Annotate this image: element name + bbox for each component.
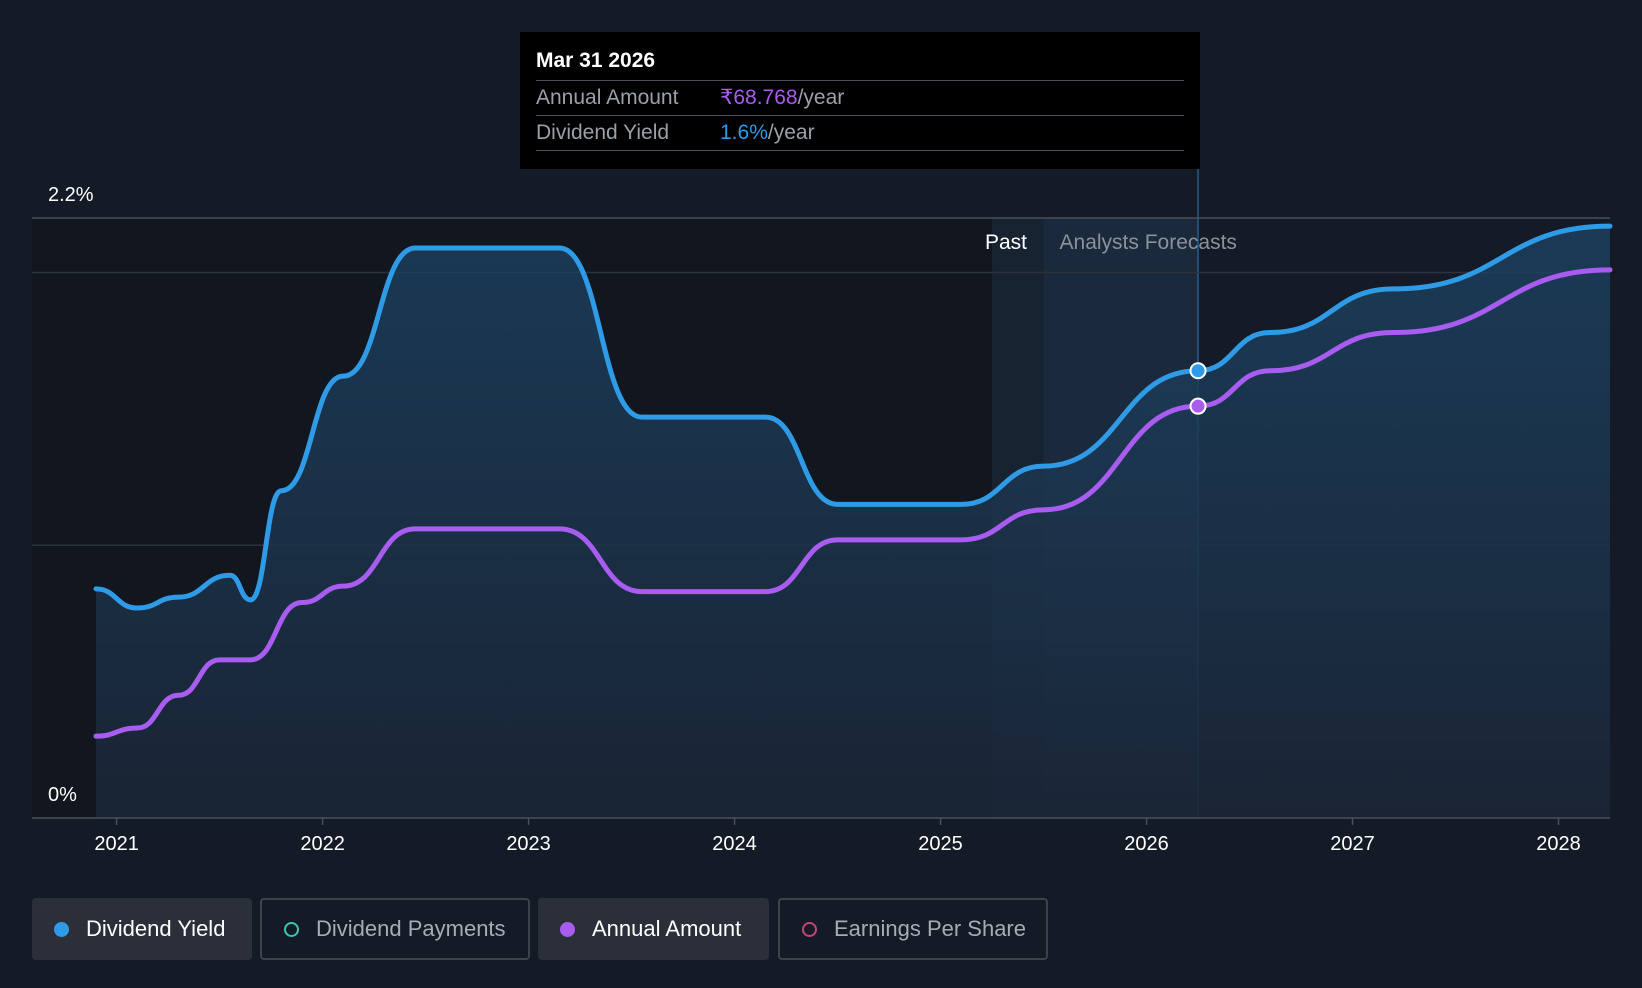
legend-earnings-per-share[interactable]: Earnings Per Share: [778, 898, 1048, 960]
past-label: Past: [985, 231, 1027, 254]
x-tick-label: 2028: [1536, 833, 1581, 855]
legend-annual-amount[interactable]: Annual Amount: [538, 898, 769, 960]
forecast-label: Analysts Forecasts: [1060, 231, 1237, 254]
tooltip-annual-unit: /year: [797, 86, 845, 109]
tooltip-yield-value: 1.6%: [720, 121, 768, 144]
chart-tooltip: Mar 31 2026 Annual Amount ₹68.768/year D…: [520, 32, 1200, 169]
annual-amount-marker: [1189, 397, 1207, 415]
legend-annual-amount-label: Annual Amount: [592, 916, 742, 941]
legend-annual-amount-dot: [560, 921, 575, 937]
tooltip-date: Mar 31 2026: [536, 49, 656, 72]
x-tick-label: 2024: [712, 833, 757, 855]
yield-area: [96, 226, 1610, 818]
legend-dividend-payments-label: Dividend Payments: [316, 916, 506, 941]
x-tick-label: 2025: [918, 833, 963, 855]
tooltip-yield-row: Dividend Yield 1.6%/year: [536, 115, 1184, 151]
legend-dividend-yield-label: Dividend Yield: [86, 916, 226, 941]
legend-dividend-yield[interactable]: Dividend Yield: [32, 898, 252, 960]
legend-dividend-payments[interactable]: Dividend Payments: [260, 898, 530, 960]
y-tick-label: 0%: [48, 784, 77, 806]
x-tick-label: 2023: [506, 833, 551, 855]
dividend-yield-marker: [1189, 362, 1207, 380]
tooltip-annual-label: Annual Amount: [536, 86, 679, 109]
x-tick-label: 2026: [1124, 833, 1169, 855]
legend-earnings-per-share-label: Earnings Per Share: [834, 916, 1026, 941]
x-tick-label: 2022: [300, 833, 345, 855]
legend-dividend-payments-dot: [284, 921, 299, 937]
tooltip-yield-label: Dividend Yield: [536, 121, 670, 144]
legend-dividend-yield-dot: [54, 921, 69, 937]
tooltip-yield-unit: /year: [767, 121, 815, 144]
tooltip-annual-value: ₹68.768: [720, 86, 798, 109]
dividend-yield-line: [93, 223, 1613, 611]
x-tick-label: 2027: [1330, 833, 1375, 855]
annual-amount-line: [93, 267, 1613, 739]
tooltip-annual-row: Annual Amount ₹68.768/year: [536, 80, 1184, 115]
legend-earnings-per-share-dot: [802, 921, 817, 937]
y-tick-label: 2.2%: [48, 184, 94, 206]
x-tick-label: 2021: [94, 833, 139, 855]
